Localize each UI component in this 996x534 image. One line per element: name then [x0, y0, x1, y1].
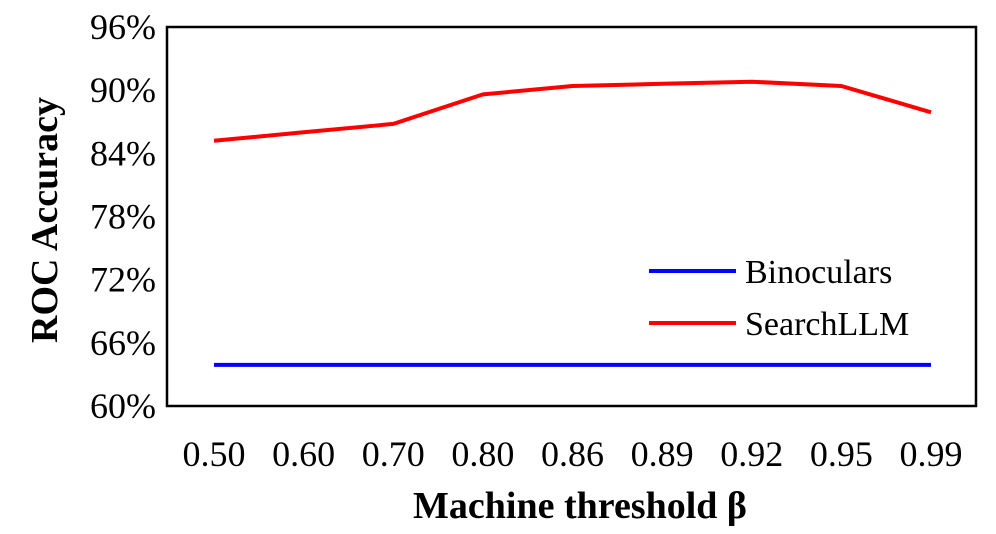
- y-tick-label: 60%: [90, 386, 156, 426]
- x-tick-labels: 0.50 0.60 0.70 0.80 0.86 0.89 0.92 0.95 0.99: [183, 434, 963, 474]
- legend: Binoculars SearchLLM: [649, 254, 909, 343]
- plot-frame: [165, 25, 978, 408]
- x-tick-label: 0.50: [183, 434, 246, 474]
- y-tick-label: 66%: [90, 323, 156, 363]
- x-axis-title: Machine threshold β: [413, 485, 747, 527]
- legend-label: SearchLLM: [745, 306, 909, 343]
- y-tick-label: 90%: [90, 70, 156, 110]
- y-tick-label: 84%: [90, 133, 156, 173]
- x-tick-label: 0.92: [720, 434, 783, 474]
- y-axis-title: ROC Accuracy: [24, 97, 66, 343]
- series-line-searchllm: [213, 79, 932, 143]
- legend-label: Binoculars: [745, 254, 892, 291]
- y-tick-label: 78%: [90, 197, 156, 237]
- x-tick-label: 0.99: [900, 434, 963, 474]
- y-tick-labels: 60% 66% 72% 78% 84% 90% 96%: [90, 7, 156, 426]
- y-tick-label: 72%: [90, 260, 156, 300]
- x-tick-label: 0.89: [631, 434, 694, 474]
- series-lines: [213, 79, 932, 367]
- x-tick-label: 0.95: [810, 434, 873, 474]
- y-tick-label: 96%: [90, 7, 156, 47]
- x-tick-label: 0.86: [541, 434, 604, 474]
- x-tick-label: 0.70: [362, 434, 425, 474]
- x-tick-label: 0.60: [272, 434, 335, 474]
- x-tick-label: 0.80: [451, 434, 514, 474]
